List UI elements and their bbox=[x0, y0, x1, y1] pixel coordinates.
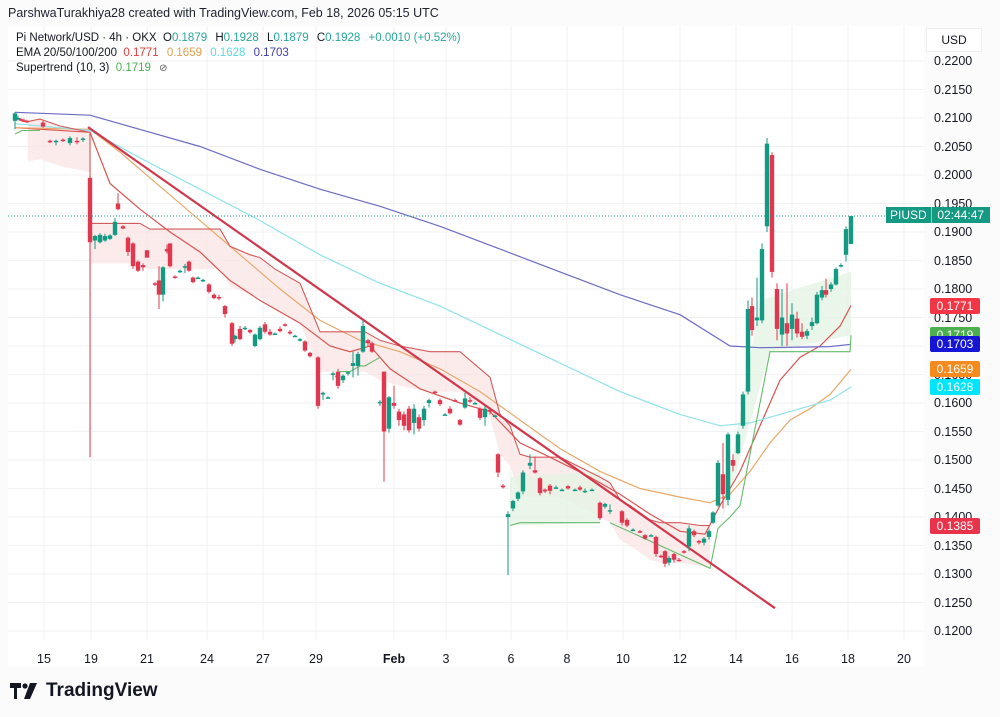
x-tick-label: 15 bbox=[37, 652, 51, 666]
y-tick-label: 0.1450 bbox=[934, 481, 973, 496]
tradingview-logo-icon bbox=[10, 683, 37, 699]
x-tick-label: 19 bbox=[84, 652, 98, 666]
legend-supertrend-row[interactable]: Supertrend (10, 3) 0.1719 ⊘ bbox=[16, 61, 461, 76]
x-tick-label: 16 bbox=[785, 652, 799, 666]
x-tick-label: Feb bbox=[382, 652, 406, 666]
symbol-label: Pi Network/USD · 4h · OKX bbox=[16, 32, 157, 44]
close-value: 0.1928 bbox=[325, 32, 361, 44]
change-value: +0.0010 (+0.52%) bbox=[368, 32, 461, 44]
y-tick-label: 0.2000 bbox=[934, 168, 973, 182]
y-tick-label: 0.1500 bbox=[934, 453, 973, 467]
x-tick-label: 27 bbox=[256, 652, 270, 666]
tradingview-logo[interactable]: TradingView bbox=[10, 680, 158, 702]
supertrend-value: 0.1719 bbox=[115, 62, 151, 74]
y-tick-label: 0.1350 bbox=[934, 538, 973, 553]
ema-lines bbox=[14, 111, 852, 535]
last-price-label: PIUSD 02:44:47 bbox=[886, 207, 990, 223]
logo-text: TradingView bbox=[46, 680, 158, 701]
x-tick-label: 24 bbox=[200, 652, 214, 666]
downtrend-line[interactable] bbox=[87, 126, 776, 610]
legend-symbol-row[interactable]: Pi Network/USD · 4h · OKX O0.1879 H0.192… bbox=[16, 31, 461, 46]
supertrend-label: Supertrend (10, 3) bbox=[16, 62, 110, 74]
x-tick-label: 29 bbox=[309, 652, 323, 666]
y-tick-label: 0.2100 bbox=[934, 111, 973, 125]
x-tick-label: 12 bbox=[673, 652, 687, 666]
open-label: O bbox=[162, 32, 172, 44]
y-tick-label: 0.1250 bbox=[934, 595, 973, 610]
ema20-tag: 0.1771 bbox=[930, 297, 980, 314]
close-label: C bbox=[316, 32, 326, 44]
ema50-value: 0.1659 bbox=[166, 47, 202, 59]
ema20-value: 0.1771 bbox=[123, 47, 159, 59]
low-value: 0.1879 bbox=[273, 32, 309, 44]
ema50-tag: 0.1659 bbox=[930, 361, 980, 378]
y-tick-label: 0.1550 bbox=[934, 424, 973, 439]
hidden-eye-icon[interactable]: ⊘ bbox=[159, 63, 168, 74]
y-tick-label: 0.1850 bbox=[934, 253, 973, 268]
candlesticks bbox=[12, 112, 854, 576]
ema100-tag: 0.1628 bbox=[930, 379, 980, 396]
ema-label: EMA 20/50/100/200 bbox=[16, 47, 118, 59]
high-label: H bbox=[215, 32, 224, 44]
ema100-value: 0.1628 bbox=[210, 47, 246, 59]
y-tick-label: 0.1600 bbox=[934, 396, 973, 410]
y-tick-label: 0.1750 bbox=[934, 310, 973, 325]
high-value: 0.1928 bbox=[223, 32, 259, 44]
x-tick-label: 6 bbox=[507, 652, 515, 666]
symbol-tag: PIUSD bbox=[886, 207, 931, 223]
y-tick-label: 0.1800 bbox=[934, 282, 973, 296]
y-tick-label: 0.1200 bbox=[934, 624, 973, 638]
ema200-value: 0.1703 bbox=[253, 47, 289, 59]
open-value: 0.1879 bbox=[171, 32, 208, 44]
low-label: L bbox=[267, 32, 274, 44]
low-tag: 0.1385 bbox=[930, 517, 980, 534]
x-tick-label: 3 bbox=[442, 652, 450, 666]
y-tick-label: 0.2150 bbox=[934, 82, 973, 97]
x-tick-label: 14 bbox=[729, 652, 743, 666]
currency-selector[interactable]: USD bbox=[926, 28, 982, 52]
x-tick-label: 18 bbox=[841, 652, 855, 666]
ema200-tag: 0.1703 bbox=[930, 336, 980, 353]
legend-ema-row[interactable]: EMA 20/50/100/200 0.1771 0.1659 0.1628 0… bbox=[16, 46, 461, 61]
chart-credit: ParshwaTurakhiya28 created with TradingV… bbox=[8, 6, 439, 20]
x-tick-label: 10 bbox=[616, 652, 630, 666]
x-tick-label: 20 bbox=[897, 652, 911, 666]
chart-legend: Pi Network/USD · 4h · OKX O0.1879 H0.192… bbox=[16, 31, 461, 76]
y-tick-label: 0.1900 bbox=[934, 225, 973, 239]
x-tick-label: 21 bbox=[140, 652, 154, 666]
y-tick-label: 0.2200 bbox=[934, 54, 973, 68]
bar-countdown: 02:44:47 bbox=[930, 207, 990, 223]
y-tick-label: 0.1300 bbox=[934, 567, 973, 581]
x-tick-label: 8 bbox=[563, 652, 571, 666]
y-tick-label: 0.2050 bbox=[934, 139, 973, 154]
